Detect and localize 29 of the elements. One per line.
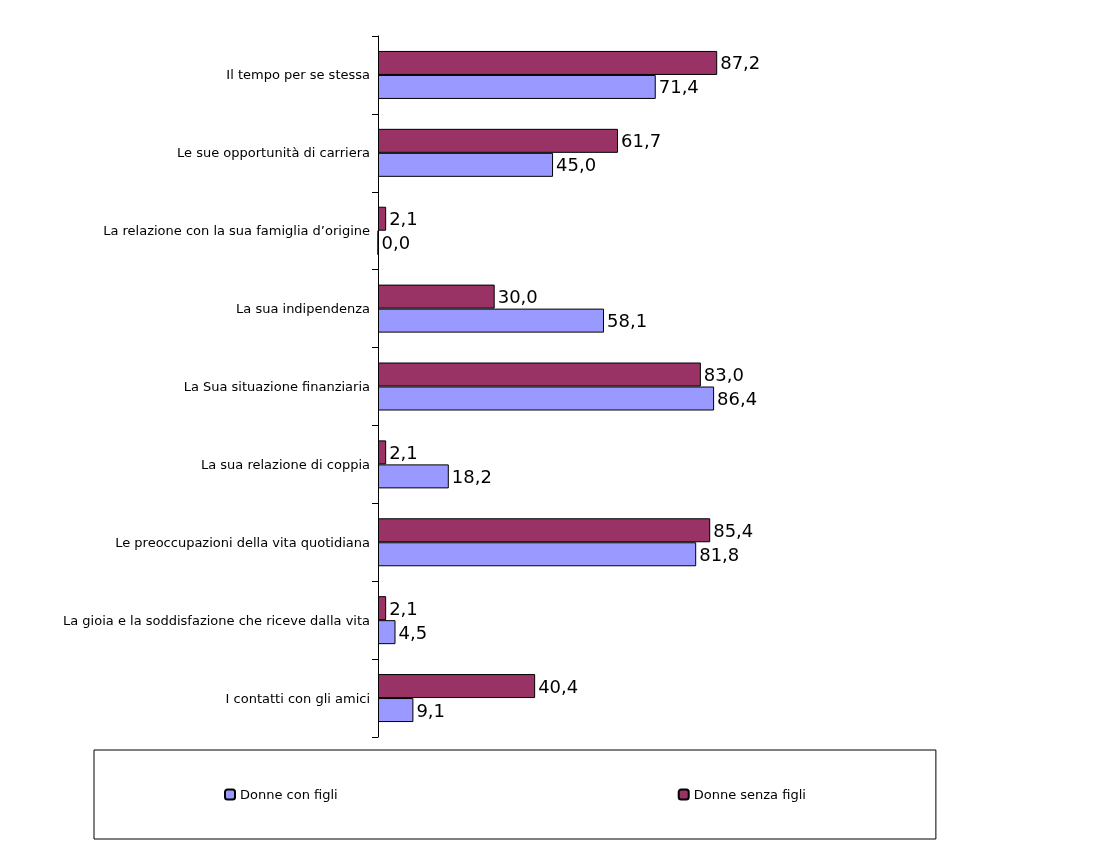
- y-tick-label: Le preoccupazioni della vita quotidiana: [115, 534, 370, 550]
- data-label: 2,1: [389, 441, 418, 463]
- data-label: 71,4: [658, 76, 699, 98]
- y-tick-label: Le sue opportunità di carriera: [177, 145, 370, 161]
- y-tick-label: La relazione con la sua famiglia d’origine: [103, 223, 370, 239]
- y-tick-label: La sua indipendenza: [236, 301, 370, 317]
- data-label: 86,4: [717, 388, 758, 409]
- data-label: 30,0: [497, 286, 538, 308]
- y-tick-label: Il tempo per se stessa: [226, 67, 370, 83]
- data-label: 18,2: [451, 465, 492, 487]
- data-label: 2,1: [389, 208, 418, 230]
- y-tick-label: La gioia e la soddisfazione che riceve dalla vita: [63, 612, 370, 628]
- legend-label: Donne con figli: [240, 787, 338, 802]
- data-label: 4,5: [398, 621, 428, 643]
- data-label: 61,7: [621, 130, 662, 152]
- data-label: 81,8: [699, 543, 740, 565]
- data-label: 85,4: [713, 519, 754, 541]
- y-tick-label: La Sua situazione finanziaria: [183, 379, 370, 394]
- data-label: 83,0: [703, 364, 744, 385]
- data-label: 58,1: [607, 310, 648, 332]
- legend-label: Donne senza figli: [693, 787, 806, 802]
- data-label: 45,0: [556, 154, 597, 176]
- data-label: 2,1: [389, 597, 418, 619]
- y-tick-label: I contatti con gli amici: [225, 690, 370, 706]
- data-label: 0,0: [381, 232, 411, 254]
- data-label: 40,4: [538, 675, 579, 697]
- data-label: 9,1: [416, 699, 446, 721]
- data-label: 87,2: [720, 52, 761, 74]
- y-tick-label: La sua relazione di coppia: [200, 456, 370, 472]
